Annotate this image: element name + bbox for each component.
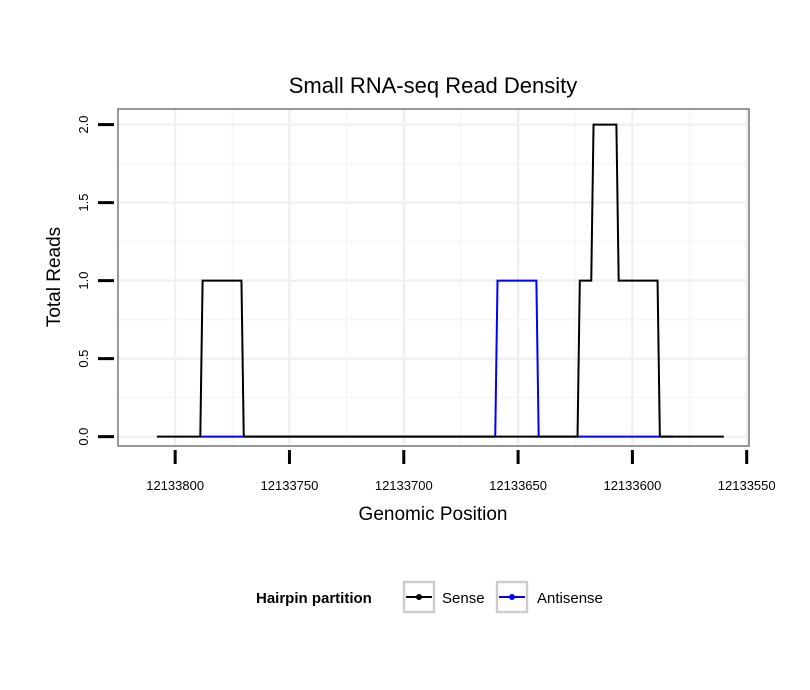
x-axis-title: Genomic Position (359, 504, 508, 525)
x-tick-label: 12133650 (489, 478, 547, 493)
x-axis: 12133800 12133750 12133700 12133650 12133600… (146, 450, 776, 493)
legend-label-antisense: Antisense (537, 590, 603, 607)
legend-entry-sense: Sense (402, 580, 485, 614)
legend-point-antisense (509, 594, 515, 600)
x-tick-label: 12133750 (261, 478, 319, 493)
series-line-sense (156, 123, 724, 438)
y-tick-label: 0.5 (76, 350, 91, 368)
legend-title: Hairpin partition (256, 590, 372, 607)
x-tick-label: 12133800 (146, 478, 204, 493)
x-tick-label: 12133600 (603, 478, 661, 493)
plot-panel-border (117, 108, 750, 447)
legend-label-sense: Sense (442, 590, 485, 607)
x-tick-label: 12133700 (375, 478, 433, 493)
series-layer (156, 123, 724, 438)
y-tick-label: 1.5 (76, 194, 91, 212)
y-tick-label: 2.0 (76, 116, 91, 134)
y-axis-title: Total Reads (44, 227, 65, 327)
x-tick-label: 12133550 (718, 478, 776, 493)
legend-point-sense (416, 594, 422, 600)
y-tick-label: 0.0 (76, 428, 91, 446)
legend: Hairpin partition Sense Antisense (256, 580, 603, 614)
y-axis: 0.0 0.5 1.0 1.5 2.0 (76, 116, 114, 446)
legend-entry-antisense: Antisense (495, 580, 603, 614)
chart-title: Small RNA-seq Read Density (289, 73, 578, 98)
y-tick-label: 1.0 (76, 272, 91, 290)
